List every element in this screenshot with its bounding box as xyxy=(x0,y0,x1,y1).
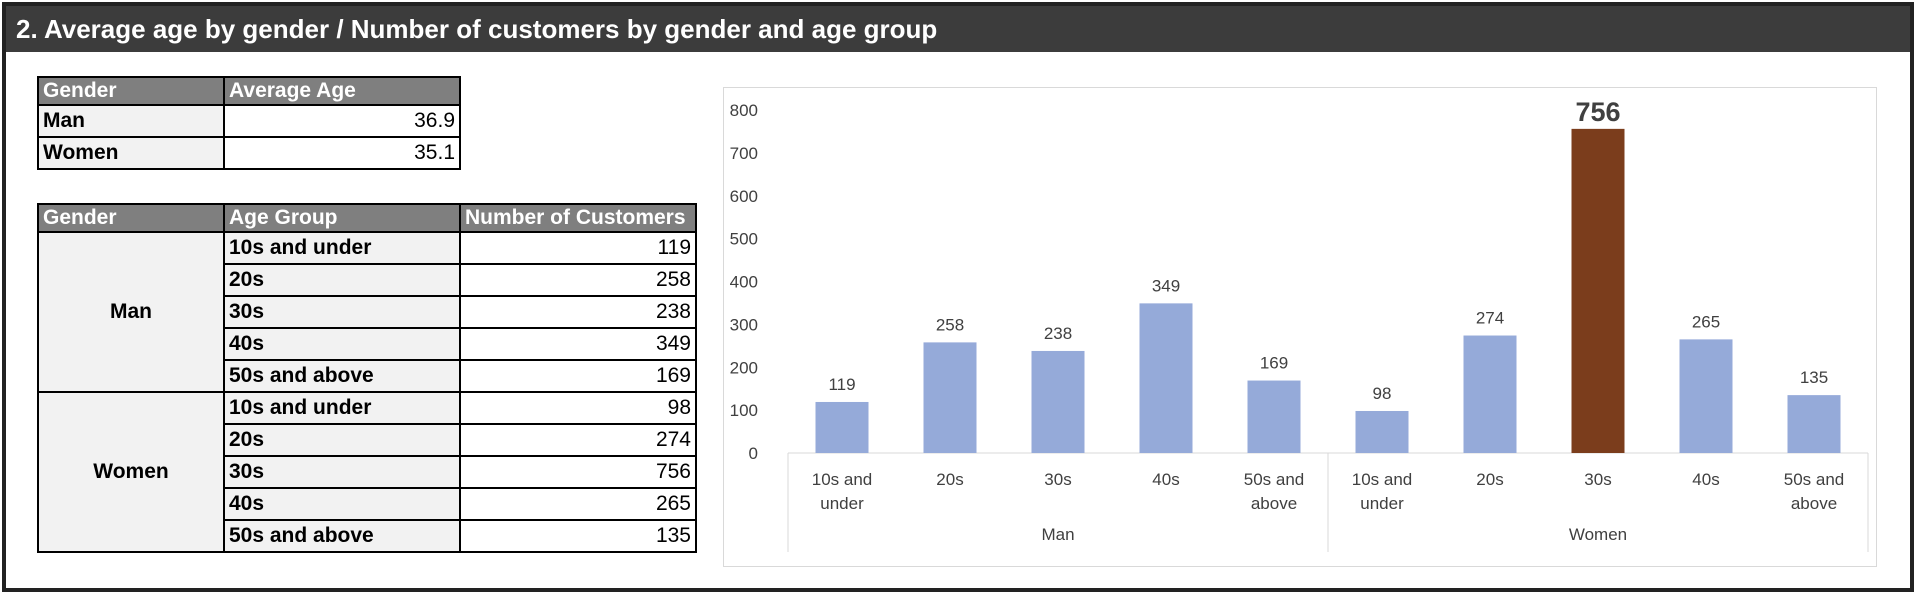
count-cell: 274 xyxy=(459,423,697,457)
count-cell: 756 xyxy=(459,455,697,489)
age-group-cell: 50s and above xyxy=(223,359,461,393)
table-row: 30s 756 xyxy=(38,455,697,489)
x-tick-label: 20s xyxy=(1476,470,1503,489)
y-tick-label: 100 xyxy=(730,401,758,420)
avg-header-average-age: Average Age xyxy=(223,76,461,106)
bar xyxy=(815,401,869,453)
avg-gender-cell: Man xyxy=(37,104,225,138)
age-group-cell: 30s xyxy=(223,455,461,489)
age-group-cell: 10s and under xyxy=(223,391,461,425)
bar xyxy=(1139,303,1193,453)
x-tick-label: under xyxy=(820,494,864,513)
data-label: 98 xyxy=(1373,384,1392,403)
y-tick-label: 800 xyxy=(730,101,758,120)
x-tick-label: 10s and xyxy=(1352,470,1413,489)
avg-header-gender: Gender xyxy=(37,76,225,106)
data-label: 274 xyxy=(1476,309,1504,328)
table-row: Women 10s and under 98 xyxy=(37,391,697,553)
gender-group-cell: Women xyxy=(37,391,225,553)
y-tick-label: 400 xyxy=(730,273,758,292)
group-label: Man xyxy=(1041,525,1074,544)
table-row: 20s 274 xyxy=(38,423,697,457)
age-group-cell: 30s xyxy=(223,295,461,329)
age-group-cell: 40s xyxy=(223,327,461,361)
x-tick-label: 50s and xyxy=(1784,470,1845,489)
data-label: 349 xyxy=(1152,276,1180,295)
x-tick-label: 40s xyxy=(1692,470,1719,489)
avg-age-cell: 36.9 xyxy=(223,104,461,138)
y-tick-label: 300 xyxy=(730,315,758,334)
cust-header-count: Number of Customers xyxy=(459,203,697,233)
x-tick-label: 30s xyxy=(1584,470,1611,489)
y-tick-label: 600 xyxy=(730,187,758,206)
count-cell: 135 xyxy=(459,519,697,553)
bar xyxy=(1679,339,1733,453)
group-label: Women xyxy=(1569,525,1627,544)
table-row: Women 35.1 xyxy=(37,136,461,170)
bar xyxy=(1463,335,1517,453)
data-label: 169 xyxy=(1260,354,1288,373)
count-cell: 98 xyxy=(459,391,697,425)
data-label: 756 xyxy=(1575,97,1620,127)
count-cell: 258 xyxy=(459,263,697,297)
count-cell: 169 xyxy=(459,359,697,393)
count-cell: 119 xyxy=(459,231,697,265)
bar xyxy=(1031,350,1085,453)
y-tick-label: 0 xyxy=(749,444,758,463)
x-tick-label: 10s and xyxy=(812,470,873,489)
x-tick-label: 40s xyxy=(1152,470,1179,489)
bar-chart-svg: 0 100 200 300 400 500 600 700 800 119 10s and under… xyxy=(730,97,1869,552)
data-label: 265 xyxy=(1692,312,1720,331)
bar xyxy=(1571,128,1625,454)
y-tick-label: 500 xyxy=(730,230,758,249)
age-group-cell: 10s and under xyxy=(223,231,461,265)
cust-header-age-group: Age Group xyxy=(223,203,461,233)
bar xyxy=(1355,410,1409,453)
avg-gender-cell: Women xyxy=(37,136,225,170)
count-cell: 349 xyxy=(459,327,697,361)
data-label: 238 xyxy=(1044,324,1072,343)
table-row: 40s 265 xyxy=(38,487,697,521)
data-label: 258 xyxy=(936,315,964,334)
bar xyxy=(923,342,977,453)
bar-chart: 0 100 200 300 400 500 600 700 800 119 10s and under… xyxy=(723,87,1877,567)
average-age-table: Gender Average Age Man 36.9 Women 35.1 xyxy=(37,76,461,170)
y-tick-label: 700 xyxy=(730,144,758,163)
data-label: 135 xyxy=(1800,368,1828,387)
y-tick-label: 200 xyxy=(730,358,758,377)
x-tick-label: under xyxy=(1360,494,1404,513)
customers-table: Gender Age Group Number of Customers Man… xyxy=(37,203,697,553)
x-tick-label: 20s xyxy=(936,470,963,489)
age-group-cell: 20s xyxy=(223,423,461,457)
table-row: 30s 238 xyxy=(38,295,697,329)
x-tick-label: 50s and xyxy=(1244,470,1305,489)
x-tick-label: above xyxy=(1251,494,1297,513)
age-group-cell: 20s xyxy=(223,263,461,297)
avg-age-cell: 35.1 xyxy=(223,136,461,170)
table-row: 50s and above 135 xyxy=(38,519,697,553)
bar xyxy=(1247,380,1301,453)
table-row: 50s and above 169 xyxy=(38,359,697,393)
count-cell: 265 xyxy=(459,487,697,521)
age-group-cell: 50s and above xyxy=(223,519,461,553)
count-cell: 238 xyxy=(459,295,697,329)
bar xyxy=(1787,395,1841,453)
table-row: Man 10s and under 119 xyxy=(37,231,697,393)
table-row: 40s 349 xyxy=(38,327,697,361)
table-row: Man 36.9 xyxy=(37,104,461,138)
age-group-cell: 40s xyxy=(223,487,461,521)
x-tick-label: 30s xyxy=(1044,470,1071,489)
x-tick-label: above xyxy=(1791,494,1837,513)
cust-header-gender: Gender xyxy=(37,203,225,233)
table-row: 20s 258 xyxy=(38,263,697,297)
data-label: 119 xyxy=(828,375,855,394)
section-title: 2. Average age by gender / Number of cus… xyxy=(6,6,1910,52)
gender-group-cell: Man xyxy=(37,231,225,393)
